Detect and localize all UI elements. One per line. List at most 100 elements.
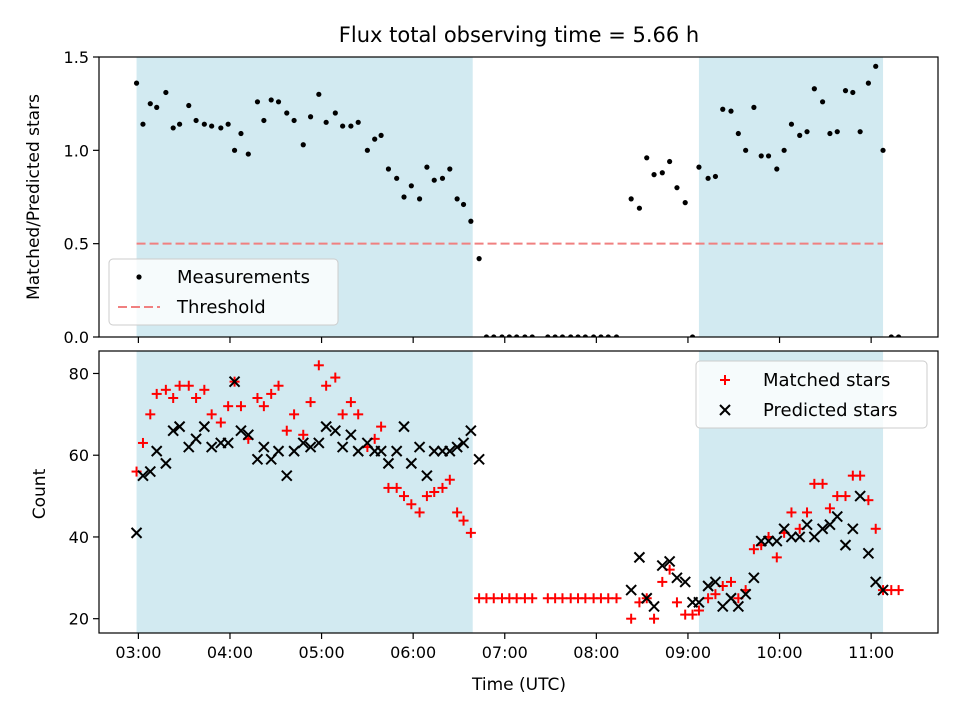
predicted-point bbox=[785, 531, 798, 543]
predicted-point bbox=[739, 588, 752, 600]
measurement-point bbox=[765, 153, 772, 159]
measurement-point bbox=[850, 89, 856, 96]
measurement-point bbox=[522, 334, 528, 337]
matched-point bbox=[151, 388, 162, 399]
predicted-point bbox=[336, 441, 349, 453]
measurement-point bbox=[651, 172, 657, 178]
matched-point bbox=[145, 409, 156, 420]
matched-point bbox=[437, 482, 448, 493]
measurement-point bbox=[348, 123, 354, 129]
measurement-point bbox=[245, 151, 251, 157]
y-tick-label: 20 bbox=[69, 610, 89, 629]
x-tick-label: 08:00 bbox=[573, 643, 619, 662]
matched-point bbox=[281, 425, 292, 436]
matched-point bbox=[223, 401, 234, 412]
measurement-point bbox=[514, 334, 520, 337]
measurement-point bbox=[674, 185, 680, 191]
measurement-point bbox=[788, 121, 795, 127]
measurement-point bbox=[483, 334, 490, 337]
predicted-point bbox=[320, 420, 332, 433]
predicted-point bbox=[633, 551, 646, 564]
measurement-point bbox=[644, 155, 650, 161]
x-tick-label: 09:00 bbox=[665, 643, 711, 662]
measurement-point bbox=[332, 110, 338, 116]
predicted-point bbox=[352, 445, 364, 457]
measurement-point bbox=[613, 334, 620, 337]
measurement-point bbox=[758, 153, 764, 159]
matched-point bbox=[771, 552, 782, 563]
matched-point bbox=[313, 360, 324, 371]
measurement-point bbox=[712, 173, 719, 180]
predicted-point bbox=[329, 424, 342, 437]
legend-bottom: Matched stars Predicted stars bbox=[695, 360, 928, 429]
matched-point bbox=[840, 491, 851, 502]
predicted-point bbox=[421, 469, 433, 482]
measurement-point bbox=[811, 86, 817, 92]
measurement-point bbox=[605, 334, 611, 337]
predicted-point bbox=[862, 547, 875, 560]
x-tick-label: 06:00 bbox=[390, 643, 436, 662]
legend-measurements-label: Measurements bbox=[177, 267, 310, 288]
predicted-point bbox=[679, 576, 691, 588]
matched-point bbox=[802, 507, 813, 518]
predicted-point bbox=[663, 555, 676, 568]
matched-point bbox=[693, 605, 704, 616]
measurement-point bbox=[186, 102, 192, 109]
matched-point bbox=[206, 409, 217, 420]
measurement-point bbox=[416, 196, 423, 202]
measurement-point bbox=[394, 175, 400, 181]
matched-point bbox=[353, 409, 364, 420]
measurement-point bbox=[268, 97, 274, 103]
y-tick-label: 0.5 bbox=[64, 235, 89, 254]
predicted-point bbox=[801, 518, 813, 531]
predicted-point bbox=[167, 424, 179, 437]
matched-point bbox=[429, 487, 440, 497]
x-tick-label: 11:00 bbox=[848, 643, 894, 662]
predicted-point bbox=[228, 375, 241, 388]
predicted-point bbox=[242, 429, 255, 441]
matched-point bbox=[527, 593, 538, 604]
measurement-point bbox=[842, 88, 849, 94]
measurement-point bbox=[291, 117, 297, 124]
y-tick-label: 60 bbox=[69, 446, 89, 465]
x-tick-label: 07:00 bbox=[482, 643, 528, 662]
predicted-point bbox=[173, 420, 186, 433]
measurement-point bbox=[667, 158, 673, 165]
measurement-point bbox=[696, 164, 702, 170]
measurement-point bbox=[401, 194, 407, 200]
matched-point bbox=[458, 515, 469, 526]
predicted-point bbox=[304, 441, 317, 453]
predicted-point bbox=[451, 441, 463, 453]
predicted-point bbox=[375, 445, 387, 457]
predicted-point bbox=[732, 600, 745, 613]
axes-frame bbox=[98, 56, 939, 338]
measurement-point bbox=[300, 142, 306, 148]
measurement-point bbox=[819, 99, 826, 105]
measurement-point bbox=[193, 117, 199, 124]
matched-point bbox=[174, 380, 185, 391]
measurement-point bbox=[735, 130, 741, 137]
legend-top: Measurements Threshold bbox=[108, 258, 339, 326]
matched-point bbox=[266, 388, 277, 399]
matched-point bbox=[748, 544, 759, 555]
measurement-point bbox=[659, 170, 665, 176]
predicted-point bbox=[847, 523, 859, 535]
ratio-panel: 0.0 0.5 1.0 1.5 Measurements Threshold bbox=[64, 48, 939, 347]
measurement-point bbox=[857, 129, 863, 135]
measurement-point bbox=[552, 334, 558, 337]
measurement-point bbox=[529, 334, 535, 337]
x-tick-label: 03:00 bbox=[115, 643, 161, 662]
predicted-point bbox=[428, 445, 440, 457]
measurement-point bbox=[385, 166, 392, 172]
measurement-point bbox=[499, 334, 505, 337]
measurement-point bbox=[254, 99, 261, 105]
measurement-point bbox=[743, 147, 749, 153]
matched-point bbox=[611, 593, 622, 604]
matched-point bbox=[252, 393, 263, 403]
measurement-point bbox=[506, 334, 512, 337]
measurement-point bbox=[408, 183, 414, 189]
predicted-point bbox=[190, 433, 202, 445]
legend-measurement-marker bbox=[136, 274, 142, 280]
series-matched-stars bbox=[131, 360, 904, 624]
